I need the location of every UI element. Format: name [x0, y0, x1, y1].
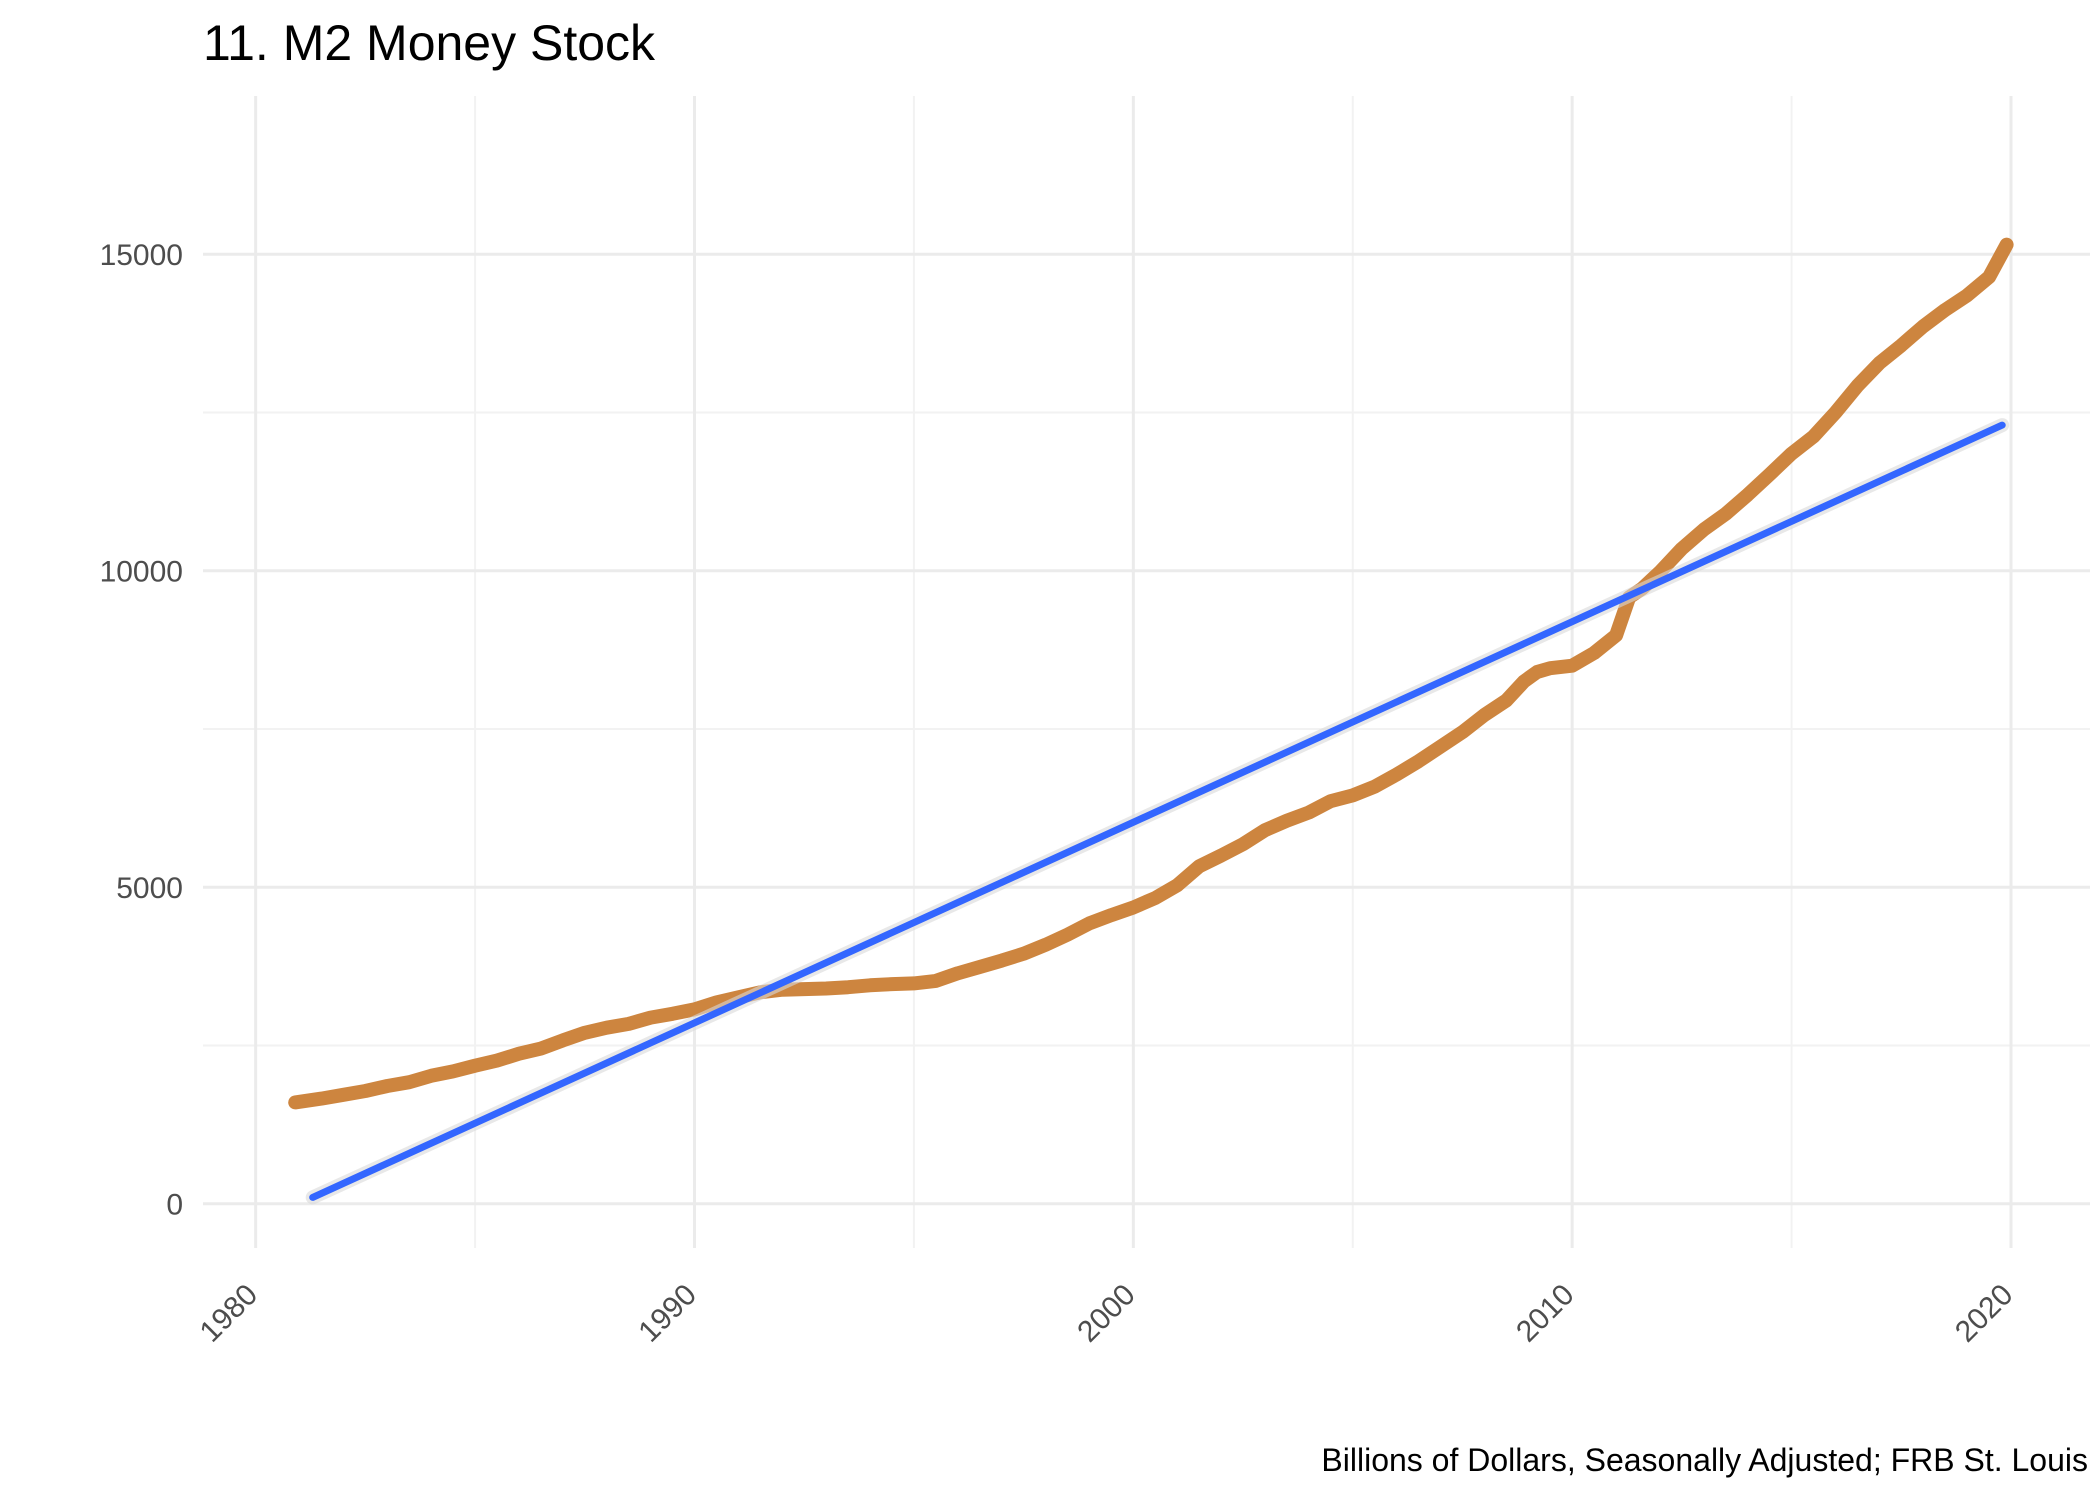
- x-tick-label: 2020: [1949, 1278, 2020, 1349]
- x-axis-tick-labels: 1980 1990 2000 2010 2020: [194, 1278, 2020, 1349]
- y-tick-label: 10000: [100, 556, 183, 589]
- y-tick-label: 15000: [100, 239, 183, 272]
- x-tick-label: 1980: [194, 1278, 265, 1349]
- major-gridlines: [203, 96, 2090, 1248]
- series-layer: [288, 237, 2014, 1205]
- minor-gridlines: [203, 96, 2090, 1248]
- trend-line: [309, 421, 2006, 1201]
- y-axis-tick-labels: 0 5000 10000 15000: [100, 239, 183, 1221]
- x-tick-label: 1990: [632, 1278, 703, 1349]
- x-tick-label: 2000: [1071, 1278, 1142, 1349]
- y-tick-label: 0: [166, 1189, 183, 1222]
- chart-caption: Billions of Dollars, Seasonally Adjusted…: [1321, 1442, 2088, 1478]
- m2-series-line: [288, 237, 2014, 1110]
- y-tick-label: 5000: [116, 872, 183, 905]
- chart-title: 11. M2 Money Stock: [203, 15, 656, 71]
- x-tick-label: 2010: [1510, 1278, 1581, 1349]
